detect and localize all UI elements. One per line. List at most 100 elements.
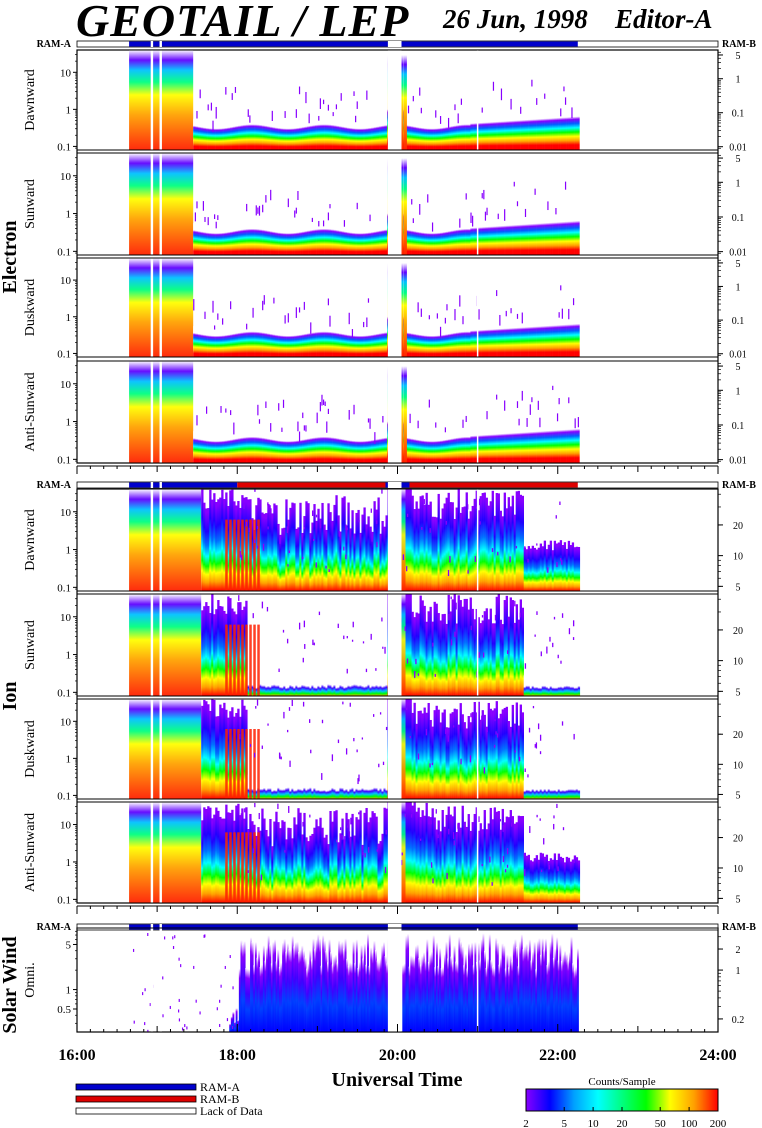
y-tick-label: 1 <box>66 545 72 557</box>
y-tick-label: 0.5 <box>57 1004 71 1016</box>
right-tick-label: 1 <box>736 178 741 189</box>
right-tick-label: 5 <box>736 51 741 62</box>
panel-label: Anti-Sunward <box>23 813 38 892</box>
mode-bar-gap <box>387 482 402 488</box>
mode-label-left: RAM-A <box>37 922 72 933</box>
panel-frame <box>76 360 719 464</box>
colorbar-tick-label: 200 <box>710 1118 727 1128</box>
panel-label: Sunward <box>23 179 38 229</box>
x-tick-label: 24:00 <box>699 1047 736 1064</box>
group-label: Electron <box>0 221 21 294</box>
panel-frame <box>76 801 719 904</box>
mode-bar-gap <box>159 482 162 488</box>
mode-label-left: RAM-A <box>37 480 72 491</box>
right-tick-label: 5 <box>736 582 741 593</box>
right-tick-label: 10 <box>733 760 743 771</box>
mode-bar-gap <box>387 41 402 47</box>
right-tick-label: 0.1 <box>732 109 745 120</box>
y-tick-label: 10 <box>60 820 72 832</box>
right-tick-label: 1 <box>736 75 741 86</box>
y-tick-label: 1 <box>66 104 72 116</box>
right-tick-label: 1 <box>736 282 741 293</box>
x-tick-label: 18:00 <box>219 1047 256 1064</box>
right-tick-label: 5 <box>736 790 741 801</box>
right-tick-label: 0.1 <box>732 213 745 224</box>
legend-label: RAM-A <box>200 1080 240 1094</box>
panel-frame <box>76 593 719 697</box>
right-tick-label: 5 <box>736 894 741 905</box>
spectrogram-panel <box>129 489 581 591</box>
editor-label: Editor-A <box>615 4 713 34</box>
mode-label-left: RAM-A <box>37 39 72 50</box>
right-tick-label: 20 <box>733 626 743 637</box>
panel-frame <box>76 488 719 592</box>
mode-bar-segment <box>129 41 578 47</box>
y-tick-label: 0.1 <box>57 894 71 906</box>
y-tick-label: 1 <box>66 753 72 765</box>
panel-label: Dawnward <box>23 509 38 570</box>
mode-bar-gap <box>150 924 154 930</box>
y-tick-label: 1 <box>66 209 72 221</box>
panel-label: Duskward <box>23 720 38 778</box>
y-tick-label: 0.1 <box>57 582 71 594</box>
right-tick-label: 0.01 <box>729 350 747 361</box>
legend-label: RAM-B <box>200 1092 239 1106</box>
colorbar-title: Counts/Sample <box>588 1076 655 1088</box>
right-tick-label: 10 <box>733 657 743 668</box>
right-tick-label: 5 <box>736 259 741 270</box>
right-tick-label: 0.01 <box>729 143 747 154</box>
panel-frame <box>76 49 719 151</box>
date-label: 26 Jun, 1998 <box>443 4 588 34</box>
y-tick-label: 10 <box>60 171 72 183</box>
page-title: GEOTAIL / LEP <box>76 0 410 46</box>
right-tick-label: 1 <box>736 966 741 977</box>
colorbar-tick-label: 10 <box>588 1118 600 1128</box>
mode-bar-gap <box>150 482 154 488</box>
spectrogram-panel <box>129 802 581 903</box>
mode-bar-segment <box>409 482 578 488</box>
y-tick-label: 1 <box>66 857 72 869</box>
y-tick-label: 10 <box>60 716 72 728</box>
spectrogram-panel <box>129 594 581 696</box>
legend-swatch <box>75 1107 197 1115</box>
right-tick-label: 0.1 <box>732 316 745 327</box>
mode-bar-gap <box>387 924 402 930</box>
x-tick-label: 20:00 <box>379 1047 416 1064</box>
panel-frame <box>76 698 719 800</box>
mode-bar-gap <box>150 41 154 47</box>
right-tick-label: 20 <box>733 834 743 845</box>
y-tick-label: 1 <box>66 417 72 429</box>
x-tick-label: 16:00 <box>58 1047 95 1064</box>
right-tick-label: 5 <box>736 154 741 165</box>
spectrogram-panel <box>129 258 580 357</box>
y-tick-label: 0.1 <box>57 790 71 802</box>
right-tick-label: 10 <box>733 552 743 563</box>
colorbar-tick-label: 100 <box>681 1118 698 1128</box>
x-tick-label: 22:00 <box>539 1047 576 1064</box>
right-tick-label: 5 <box>736 687 741 698</box>
right-tick-label: 5 <box>736 362 741 373</box>
mode-bar-gap <box>159 924 162 930</box>
y-tick-label: 10 <box>60 612 72 624</box>
colorbar-tick-label: 50 <box>655 1118 667 1128</box>
spectrogram-panel <box>129 699 581 799</box>
mode-label-right: RAM-B <box>722 922 756 933</box>
panel-label: Dawnward <box>23 69 38 130</box>
y-tick-label: 10 <box>60 275 72 287</box>
y-tick-label: 1 <box>66 650 72 662</box>
panel-label: Omni. <box>23 962 38 997</box>
spectrogram-panel <box>129 153 580 255</box>
mode-label-right: RAM-B <box>722 480 756 491</box>
right-tick-label: 0.2 <box>732 1015 745 1026</box>
y-tick-label: 10 <box>60 379 72 391</box>
right-tick-label: 20 <box>733 730 743 741</box>
y-tick-label: 1 <box>66 985 72 997</box>
colorbar-tick-label: 5 <box>561 1118 567 1128</box>
right-tick-label: 0.1 <box>732 421 745 432</box>
mode-bar-segment <box>237 482 386 488</box>
group-label: Ion <box>0 682 21 711</box>
panel-frame <box>76 152 719 256</box>
legend-label: Lack of Data <box>200 1104 263 1118</box>
y-tick-label: 0.1 <box>57 454 71 466</box>
